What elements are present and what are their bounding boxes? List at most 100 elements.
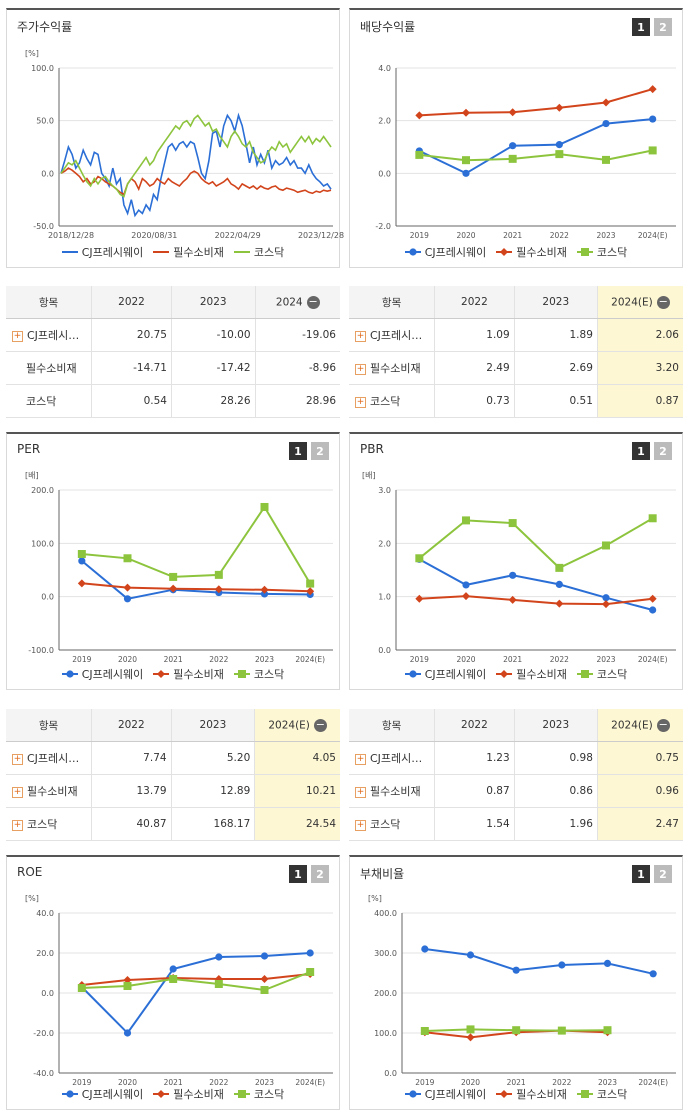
x-tick-label: 2024(E) xyxy=(295,1078,325,1087)
x-tick-label: 2023/12/28 xyxy=(298,231,344,240)
table-cell: 2.06 xyxy=(597,318,683,352)
expand-icon[interactable]: + xyxy=(355,819,366,831)
tab-1[interactable]: 1 xyxy=(289,442,307,460)
pbr-table: 항목 2022 2023 2024(E) − + CJ프레시… 1.23 0.98 0.75 + 필수… xyxy=(349,709,683,841)
legend-symbol xyxy=(496,670,513,678)
panel-title: 배당수익률 xyxy=(360,20,416,34)
data-point xyxy=(409,248,417,256)
expand-icon[interactable]: + xyxy=(12,753,23,765)
collapse-icon[interactable]: − xyxy=(306,294,320,309)
expand-icon[interactable]: + xyxy=(355,396,366,408)
legend-item[interactable]: 코스닥 xyxy=(576,666,627,682)
tab-2[interactable]: 2 xyxy=(654,865,672,883)
data-point xyxy=(466,1033,475,1042)
x-tick-label: 2024(E) xyxy=(638,231,668,240)
data-point xyxy=(555,103,564,112)
pbr-chart: [배]3.0 2.0 1.0 0.0 2019 2020 2021 2022 2023 2024(… xyxy=(362,471,676,664)
column-header-label: 2024(E) xyxy=(611,296,653,308)
expand-icon[interactable]: + xyxy=(12,786,23,798)
expand-icon[interactable]: + xyxy=(12,330,23,342)
legend: CJ프레시웨이 필수소비재 코스닥 xyxy=(7,244,339,260)
tab-2[interactable]: 2 xyxy=(654,18,672,36)
legend-item[interactable]: 코스닥 xyxy=(233,666,284,682)
x-tick-label: 2024(E) xyxy=(295,655,325,664)
tab-group: 1 2 xyxy=(289,442,329,460)
tab-1[interactable]: 1 xyxy=(632,18,650,36)
column-header: 2024(E) − xyxy=(597,709,683,742)
data-point xyxy=(66,1090,74,1098)
panel-title: ROE xyxy=(17,865,43,879)
row-label: 필수소비재 xyxy=(6,351,93,385)
x-tick-label: 2020 xyxy=(456,655,475,664)
legend-symbol xyxy=(61,1090,78,1098)
y-tick-label: 100.0 xyxy=(31,539,54,548)
data-point xyxy=(169,975,178,983)
series-line xyxy=(81,505,312,585)
expand-icon[interactable]: + xyxy=(12,819,23,831)
legend-item[interactable]: 필수소비재 xyxy=(153,1086,224,1102)
series-line xyxy=(424,948,654,975)
collapse-icon[interactable]: − xyxy=(656,294,670,309)
tab-1[interactable]: 1 xyxy=(632,442,650,460)
legend-item[interactable]: CJ프레시웨이 xyxy=(61,1086,143,1102)
legend-item[interactable]: 필수소비재 xyxy=(153,244,224,260)
legend-item[interactable]: 필수소비재 xyxy=(496,666,567,682)
row-label-text: 필수소비재 xyxy=(26,362,77,375)
legend-item[interactable]: 필수소비재 xyxy=(496,244,567,260)
legend-item[interactable]: CJ프레시웨이 xyxy=(404,244,486,260)
tab-2[interactable]: 2 xyxy=(311,865,329,883)
column-header: 2023 xyxy=(514,709,598,742)
data-point xyxy=(260,502,269,511)
data-point xyxy=(555,599,564,608)
expand-icon[interactable]: + xyxy=(355,786,366,798)
expand-icon[interactable]: + xyxy=(355,363,366,375)
table-cell: 2.69 xyxy=(514,351,598,385)
row-label-text: 코스닥 xyxy=(27,818,58,831)
collapse-icon[interactable]: − xyxy=(656,717,670,732)
tab-2[interactable]: 2 xyxy=(654,442,672,460)
row-label: + 필수소비재 xyxy=(6,774,93,808)
legend-symbol xyxy=(233,251,250,253)
column-header: 항목 xyxy=(349,709,436,742)
y-tick-label: 0.0 xyxy=(41,593,54,602)
column-header: 2022 xyxy=(91,709,172,742)
data-point xyxy=(415,111,424,120)
row-label: + CJ프레시… xyxy=(349,318,436,352)
legend-label: 필수소비재 xyxy=(516,1088,567,1101)
legend-symbol xyxy=(233,1090,250,1098)
legend-item[interactable]: 코스닥 xyxy=(233,1086,284,1102)
legend-item[interactable]: 코스닥 xyxy=(576,244,627,260)
y-tick-label: 100.0 xyxy=(31,64,54,73)
collapse-icon[interactable]: − xyxy=(313,717,327,732)
legend-item[interactable]: CJ프레시웨이 xyxy=(61,666,143,682)
expand-icon[interactable]: + xyxy=(355,330,366,342)
x-tick-label: 2024(E) xyxy=(638,655,668,664)
tab-1[interactable]: 1 xyxy=(289,865,307,883)
legend-item[interactable]: 필수소비재 xyxy=(496,1086,567,1102)
x-tick-label: 2019 xyxy=(72,1078,91,1087)
data-point xyxy=(157,1090,166,1098)
x-tick-label: 2021 xyxy=(503,231,522,240)
data-point xyxy=(648,514,657,523)
per-chart: [배] 200.0 100.0 0.0 -100.0 2019 2020 2021 2022 20… xyxy=(25,471,333,664)
expand-icon[interactable]: + xyxy=(355,753,366,765)
y-tick-label: 0.0 xyxy=(378,169,391,178)
legend-item[interactable]: CJ프레시웨이 xyxy=(404,1086,486,1102)
tab-1[interactable]: 1 xyxy=(632,865,650,883)
data-point xyxy=(306,587,315,596)
legend-item[interactable]: CJ프레시웨이 xyxy=(61,244,143,260)
x-tick-label: 2024(E) xyxy=(638,1078,668,1087)
y-tick-label: 300.0 xyxy=(374,949,397,958)
legend-item[interactable]: 코스닥 xyxy=(576,1086,627,1102)
legend-item[interactable]: 필수소비재 xyxy=(153,666,224,682)
legend-item[interactable]: 코스닥 xyxy=(233,244,284,260)
data-point xyxy=(123,583,132,592)
legend-item[interactable]: CJ프레시웨이 xyxy=(404,666,486,682)
pbr-panel: PBR 1 2 [배] 3.0 2.0 1.0 0.0 2019 2020 2021 2022 2… xyxy=(349,432,683,690)
y-tick-label: 4.0 xyxy=(378,64,391,73)
table-cell: 1.96 xyxy=(514,807,598,841)
tab-2[interactable]: 2 xyxy=(311,442,329,460)
column-header: 2022 xyxy=(91,286,172,319)
x-tick-label: 2022 xyxy=(550,231,569,240)
y-tick-label: -40.0 xyxy=(33,1069,54,1078)
